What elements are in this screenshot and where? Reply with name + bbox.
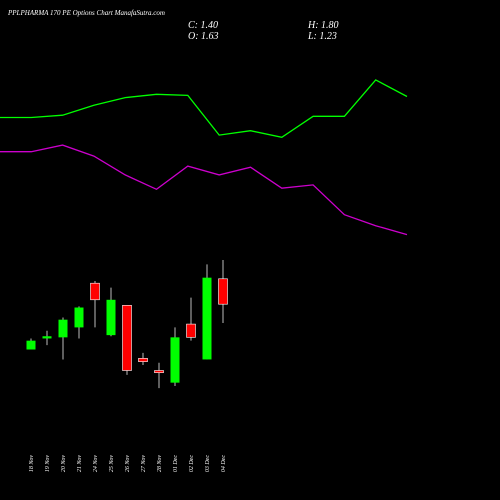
candle-body [218, 278, 228, 305]
indicator-line [0, 144, 408, 236]
candle-body [154, 370, 164, 374]
x-tick-label: 03 Dec [205, 455, 211, 472]
x-tick-label: 19 Nov [45, 455, 51, 473]
x-tick-label: 18 Nov [29, 455, 35, 473]
candle-body [90, 282, 100, 301]
x-tick-label: 04 Dec [220, 455, 227, 472]
candle-body [170, 337, 180, 383]
x-tick-label: 21 Nov [77, 455, 83, 473]
x-tick-label: 27 Nov [141, 455, 147, 473]
x-tick-label: 26 Nov [125, 455, 131, 473]
x-tick-label: 24 Nov [92, 455, 99, 473]
chart-title: PPLPHARMA 170 PE Options Chart ManafaSut… [7, 9, 165, 17]
x-tick-label: 02 Dec [189, 455, 195, 472]
candle-body [122, 305, 132, 371]
candle-body [186, 323, 196, 338]
candle-body [106, 299, 116, 336]
low-label: L: 1.23 [307, 31, 337, 42]
indicator-line [0, 79, 408, 138]
close-label: C: 1.40 [188, 20, 218, 31]
x-tick-label: 28 Nov [157, 455, 163, 473]
candle-body [202, 277, 212, 360]
high-label: H: 1.80 [307, 20, 339, 31]
candle-body [26, 340, 36, 350]
candle-body [58, 319, 68, 338]
x-tick-label: 20 Nov [61, 455, 67, 473]
open-label: O: 1.63 [188, 31, 219, 42]
x-tick-label: 25 Nov [109, 455, 115, 473]
x-tick-label: 01 Dec [173, 455, 179, 472]
candle-body [138, 358, 148, 362]
candle-body [42, 336, 52, 339]
candle-body [74, 307, 84, 328]
